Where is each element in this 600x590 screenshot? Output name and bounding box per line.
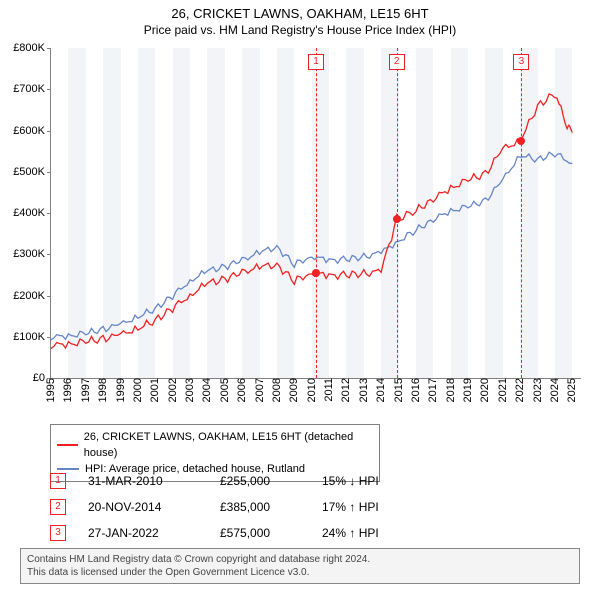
x-axis-label: 2024: [549, 378, 561, 408]
tx-price: £385,000: [220, 500, 300, 514]
transaction-dot: [517, 137, 525, 145]
x-axis-label: 1996: [62, 378, 74, 408]
y-axis-label: £700K: [13, 83, 51, 95]
legend-item: 26, CRICKET LAWNS, OAKHAM, LE15 6HT (det…: [57, 429, 373, 461]
down-arrow-icon: ↓: [349, 474, 355, 488]
up-arrow-icon: ↑: [349, 500, 355, 514]
y-axis-label: £200K: [13, 290, 51, 302]
x-axis-label: 1998: [97, 378, 109, 408]
titles: 26, CRICKET LAWNS, OAKHAM, LE15 6HT Pric…: [0, 0, 600, 37]
x-axis-label: 2012: [340, 378, 352, 408]
x-axis-label: 1997: [80, 378, 92, 408]
transactions-table: 1 31-MAR-2010 £255,000 15% ↓ HPI 2 20-NO…: [50, 468, 550, 546]
tx-date: 27-JAN-2022: [88, 526, 198, 540]
x-axis-label: 2015: [393, 378, 405, 408]
x-axis-label: 2025: [566, 378, 578, 408]
chart-title: 26, CRICKET LAWNS, OAKHAM, LE15 6HT: [0, 6, 600, 21]
transaction-marker-box: 3: [513, 54, 529, 70]
chart-subtitle: Price paid vs. HM Land Registry's House …: [0, 23, 600, 37]
x-axis-label: 2021: [497, 378, 509, 408]
x-axis-label: 2018: [445, 378, 457, 408]
tx-number-box: 1: [50, 473, 66, 489]
x-axis-label: 2022: [514, 378, 526, 408]
tx-price: £575,000: [220, 526, 300, 540]
tx-pct: 17% ↑ HPI: [322, 500, 379, 514]
x-axis-label: 2017: [427, 378, 439, 408]
table-row: 3 27-JAN-2022 £575,000 24% ↑ HPI: [50, 520, 550, 546]
x-axis-label: 2005: [219, 378, 231, 408]
tx-number-box: 3: [50, 525, 66, 541]
attribution-line: Contains HM Land Registry data © Crown c…: [27, 553, 573, 566]
x-axis-label: 2004: [201, 378, 213, 408]
x-axis-label: 2014: [375, 378, 387, 408]
x-axis-label: 2002: [167, 378, 179, 408]
x-axis-label: 2016: [410, 378, 422, 408]
x-axis-label: 2009: [288, 378, 300, 408]
transaction-dot: [393, 215, 401, 223]
tx-date: 20-NOV-2014: [88, 500, 198, 514]
attribution-line: This data is licensed under the Open Gov…: [27, 566, 573, 579]
plot-area: £0£100K£200K£300K£400K£500K£600K£700K£80…: [50, 48, 581, 379]
tx-pct: 15% ↓ HPI: [322, 474, 379, 488]
y-tick-mark: [47, 254, 51, 255]
y-axis-label: £400K: [13, 207, 51, 219]
x-axis-label: 2010: [306, 378, 318, 408]
tx-price: £255,000: [220, 474, 300, 488]
series-line: [51, 94, 572, 349]
y-tick-mark: [47, 213, 51, 214]
chart-container: 26, CRICKET LAWNS, OAKHAM, LE15 6HT Pric…: [0, 0, 600, 590]
transaction-line: [316, 48, 317, 378]
y-axis-label: £300K: [13, 248, 51, 260]
x-axis-label: 2006: [236, 378, 248, 408]
legend-label: 26, CRICKET LAWNS, OAKHAM, LE15 6HT (det…: [84, 429, 373, 461]
x-axis-label: 2013: [358, 378, 370, 408]
y-tick-mark: [47, 172, 51, 173]
x-axis-label: 2008: [271, 378, 283, 408]
transaction-marker-box: 2: [389, 54, 405, 70]
x-axis-label: 2000: [132, 378, 144, 408]
y-tick-mark: [47, 296, 51, 297]
x-axis-label: 2003: [184, 378, 196, 408]
transaction-line: [521, 48, 522, 378]
transaction-line: [397, 48, 398, 378]
x-axis-label: 2023: [532, 378, 544, 408]
x-axis-label: 2001: [149, 378, 161, 408]
legend-swatch: [57, 444, 78, 446]
tx-number-box: 2: [50, 499, 66, 515]
tx-date: 31-MAR-2010: [88, 474, 198, 488]
series-line: [51, 152, 572, 340]
y-tick-mark: [47, 337, 51, 338]
y-axis-label: £500K: [13, 166, 51, 178]
x-axis-label: 2011: [323, 378, 335, 408]
x-axis-label: 1999: [115, 378, 127, 408]
y-axis-label: £100K: [13, 331, 51, 343]
transaction-marker-box: 1: [308, 54, 324, 70]
y-tick-mark: [47, 89, 51, 90]
tx-pct: 24% ↑ HPI: [322, 526, 379, 540]
transaction-dot: [312, 269, 320, 277]
x-axis-label: 2019: [462, 378, 474, 408]
y-tick-mark: [47, 48, 51, 49]
attribution-box: Contains HM Land Registry data © Crown c…: [20, 548, 580, 584]
x-axis-label: 2020: [479, 378, 491, 408]
y-axis-label: £800K: [13, 42, 51, 54]
x-axis-label: 1995: [45, 378, 57, 408]
table-row: 1 31-MAR-2010 £255,000 15% ↓ HPI: [50, 468, 550, 494]
y-tick-mark: [47, 131, 51, 132]
y-axis-label: £600K: [13, 125, 51, 137]
x-axis-label: 2007: [254, 378, 266, 408]
up-arrow-icon: ↑: [349, 526, 355, 540]
table-row: 2 20-NOV-2014 £385,000 17% ↑ HPI: [50, 494, 550, 520]
